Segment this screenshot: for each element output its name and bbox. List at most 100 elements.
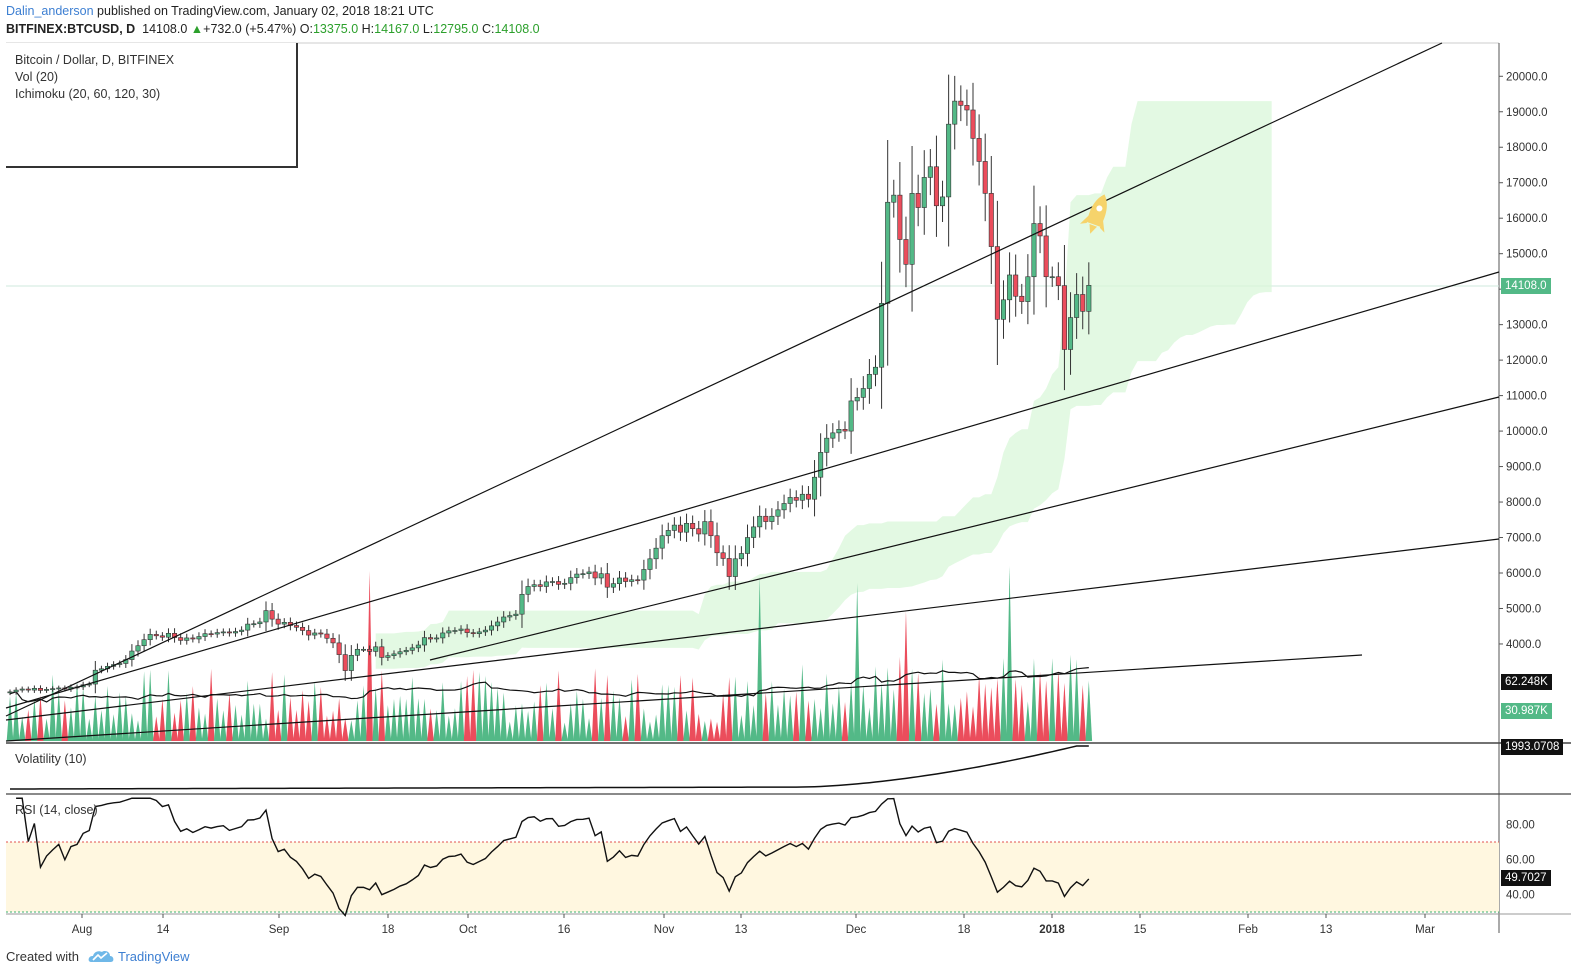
candle <box>379 646 385 658</box>
candle <box>92 669 98 685</box>
candle <box>196 636 202 640</box>
volume-bar <box>536 685 544 741</box>
candle <box>1068 317 1074 350</box>
volume-bar <box>683 710 690 741</box>
price-tick-label: 18000.0 <box>1506 142 1548 154</box>
candle <box>958 100 964 106</box>
price-tick-label: 12000.0 <box>1506 355 1548 367</box>
time-tick-label: 2018 <box>1039 924 1065 936</box>
volume-bar <box>305 700 312 741</box>
tradingview-logo-icon[interactable] <box>88 948 114 966</box>
volume-bar <box>914 672 922 741</box>
candle <box>653 547 659 560</box>
candle <box>293 625 299 628</box>
candle <box>836 429 842 434</box>
volume-bar <box>811 698 818 741</box>
candle <box>629 579 635 582</box>
candle <box>946 123 952 198</box>
candle <box>239 629 245 632</box>
volume-bar <box>604 675 611 741</box>
volume-bar <box>146 669 154 741</box>
volume-bar <box>140 671 148 741</box>
candle <box>257 621 263 625</box>
candle <box>708 521 714 537</box>
volume-bar <box>396 695 404 741</box>
volume-bar <box>299 689 306 741</box>
published-text: published on TradingView.com, January 02… <box>97 4 434 18</box>
candle <box>391 653 397 656</box>
volume-bar <box>677 675 684 741</box>
volume-bar <box>634 673 642 741</box>
last-price: 14108.0 <box>142 22 188 36</box>
candle <box>891 194 897 203</box>
candle <box>275 618 281 625</box>
candle <box>549 581 555 583</box>
volume-bar <box>122 696 130 741</box>
tradingview-link[interactable]: TradingView <box>118 949 190 964</box>
candle <box>787 497 793 504</box>
low-label: L: <box>422 22 434 36</box>
volume-bar <box>463 675 471 741</box>
candle <box>623 577 629 582</box>
time-tick-label: 13 <box>1320 924 1333 936</box>
candle <box>1025 276 1031 302</box>
candle <box>50 688 56 690</box>
volume-bar <box>92 695 99 741</box>
candle <box>610 583 616 588</box>
volume-bar <box>79 686 87 741</box>
time-tick-label: Feb <box>1238 924 1258 936</box>
candle <box>434 637 440 640</box>
author-link[interactable]: Dalin_anderson <box>6 4 94 18</box>
candle <box>98 668 104 671</box>
volume-bar <box>549 708 556 741</box>
candle <box>421 637 427 646</box>
candle <box>1080 294 1086 312</box>
candle <box>769 515 775 522</box>
candle <box>7 691 13 694</box>
candle <box>726 558 732 577</box>
candle <box>677 524 683 533</box>
candle <box>1074 294 1080 318</box>
volume-bar <box>348 720 355 741</box>
volume-bar <box>969 706 977 741</box>
candle <box>165 633 171 638</box>
volume-bar <box>213 698 221 741</box>
candle <box>519 593 525 615</box>
volume-bar <box>457 680 465 741</box>
volume-bar <box>768 681 776 741</box>
volume-bar <box>256 703 264 741</box>
candle <box>409 647 415 651</box>
candle <box>233 631 239 634</box>
price-tick-label: 15000.0 <box>1506 249 1548 261</box>
volume-bar <box>287 697 294 741</box>
candle <box>513 613 519 616</box>
high-value: 14167.0 <box>374 22 420 36</box>
volume-bar <box>55 690 63 741</box>
rsi-tick-label: 40.00 <box>1506 890 1535 902</box>
volume-bar <box>616 697 623 741</box>
volume-bar <box>238 714 245 741</box>
candle <box>1031 223 1037 278</box>
volume-bar <box>658 684 666 741</box>
volume-bar <box>939 659 946 741</box>
candle <box>208 633 214 635</box>
rsi-band <box>6 842 1499 912</box>
volume-bar <box>591 668 599 741</box>
volume-bar <box>1042 680 1050 741</box>
volume-bar <box>207 668 215 741</box>
volume-bar <box>18 716 26 741</box>
footer: Created with TradingView <box>0 940 1571 976</box>
candle <box>988 193 994 247</box>
candle <box>373 646 379 652</box>
volume-bar <box>701 720 709 741</box>
volatility-tag: 1993.0708 <box>1501 739 1564 755</box>
candle <box>690 523 696 529</box>
candle <box>452 630 458 632</box>
volume-bar <box>415 698 422 741</box>
candle <box>385 655 391 658</box>
candle <box>25 688 31 691</box>
rsi-tag: 49.7027 <box>1501 870 1551 886</box>
volume-bar <box>628 679 635 741</box>
volume-bar <box>1000 658 1007 741</box>
